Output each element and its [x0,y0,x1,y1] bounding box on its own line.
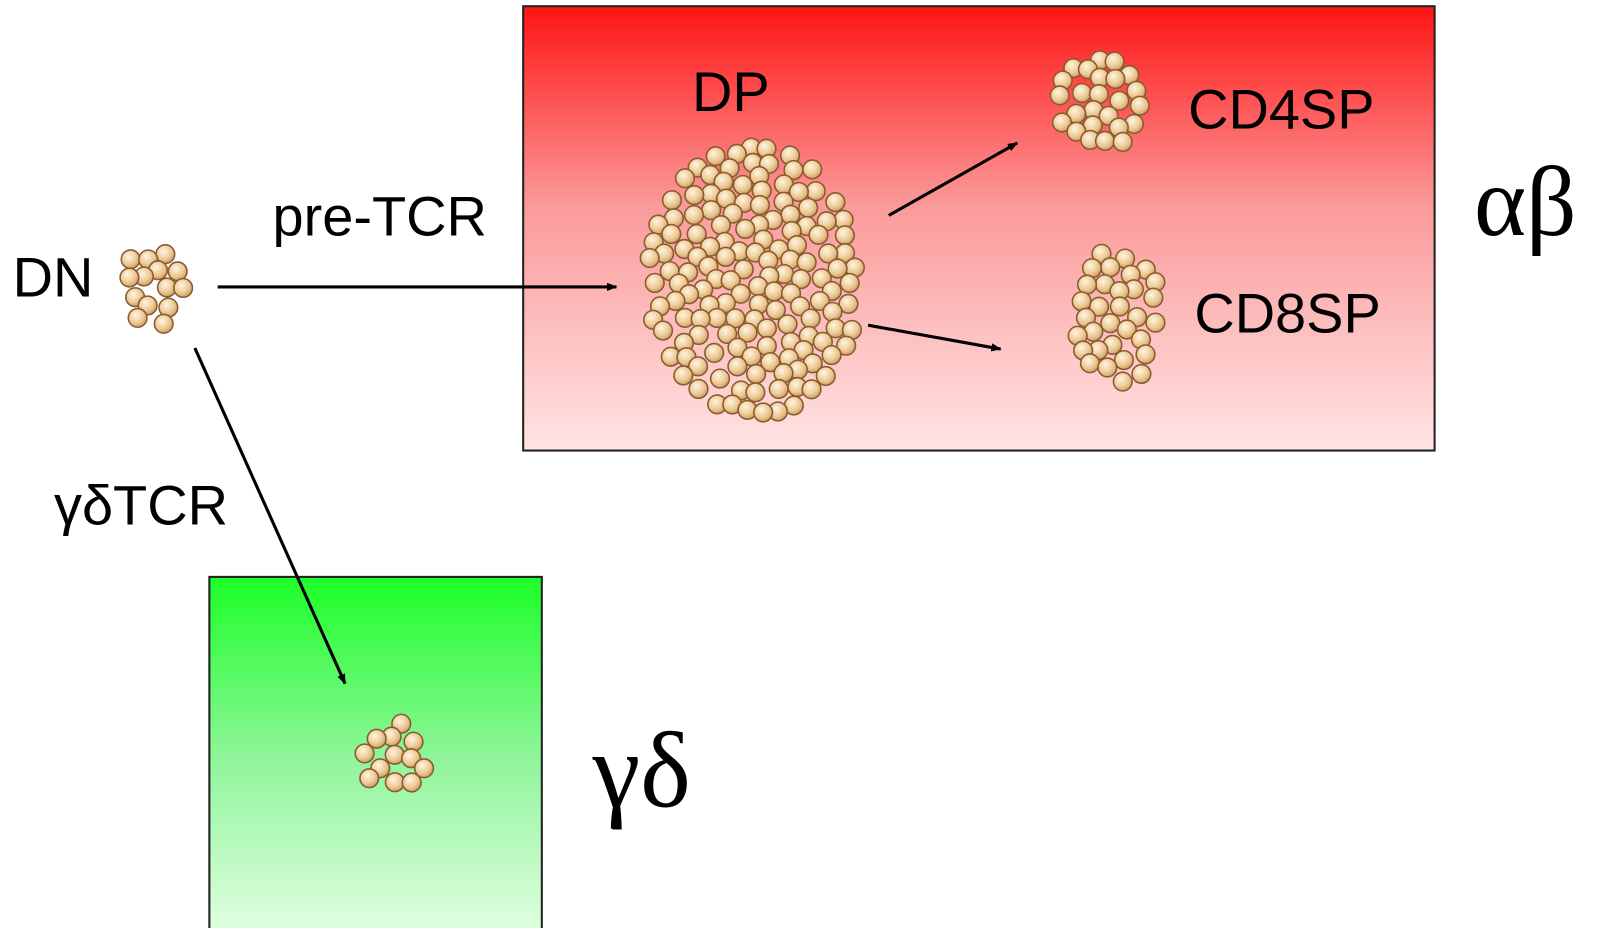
cell [674,366,693,385]
cell [386,773,405,792]
cell [747,365,766,384]
cell [1144,288,1163,307]
cell [1146,313,1165,332]
cell [676,169,695,188]
cell [712,216,731,235]
cell [385,745,404,764]
cell [797,253,816,272]
cell [806,182,825,201]
cell [803,160,822,179]
cell [754,403,773,422]
cell [765,282,784,301]
cell [1081,354,1100,373]
cell [662,225,681,244]
cell [1111,297,1130,316]
cell [685,206,704,225]
cell [689,380,708,399]
node-label: CD8SP [1194,282,1380,345]
cell [645,274,664,293]
node-label: CD4SP [1188,78,1374,141]
cell [816,367,835,386]
cell [1072,292,1091,311]
cell [1050,86,1069,105]
cell [1113,372,1132,391]
cell [168,262,187,281]
cell [360,769,379,788]
edge-label: pre-TCR [273,184,487,247]
cell [128,309,147,328]
edge-label: γδTCR [54,473,228,536]
cell [801,309,820,328]
cell [822,346,841,365]
cell [836,226,855,245]
cell [799,199,818,218]
cell [705,344,724,363]
cell [778,315,797,334]
gamma-delta-box [209,577,541,928]
cell [1113,133,1132,152]
cell [711,369,730,388]
cell [823,303,842,322]
cell [154,314,173,333]
cell [685,186,704,205]
diagram: DN DP CD4SP CD8SP γδ αβ pre-TCR γδTCR [0,0,1616,928]
cell [1101,258,1120,277]
cell [728,357,747,376]
cell [120,268,139,287]
cell [1106,70,1125,89]
cell [654,321,673,340]
cell [1096,132,1115,151]
cell [733,176,752,195]
cell [663,191,682,210]
cell [1136,345,1155,364]
node-label: DP [692,60,770,123]
lineage-label: αβ [1474,146,1577,257]
cell [840,274,859,293]
cell [736,220,755,239]
cell [809,225,828,244]
cell [174,279,193,298]
cell [1131,96,1150,115]
cell [1073,84,1092,103]
node-label: DN [13,245,94,308]
cell [355,744,374,763]
node-label: γδ [592,712,691,831]
cell [826,193,845,212]
cell [758,319,777,338]
cell [769,380,788,399]
cell [640,249,659,268]
cell [1132,365,1151,384]
cell [802,380,821,399]
cell [1098,358,1117,377]
cell [402,773,421,792]
cell [404,732,423,751]
cell [1105,52,1124,71]
cell [751,196,770,215]
cell [716,247,735,266]
cell [1078,275,1097,294]
cell [746,383,765,402]
cell [121,250,140,269]
